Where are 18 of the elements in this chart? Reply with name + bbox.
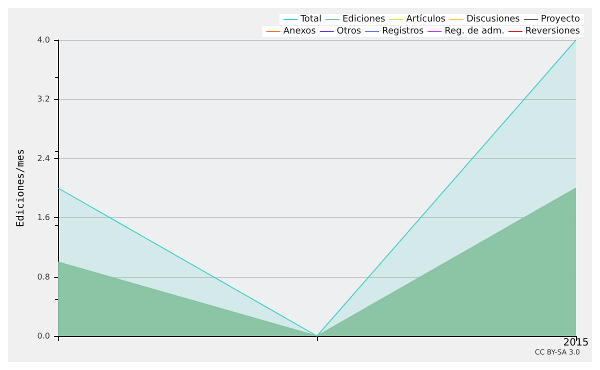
legend-label: Proyecto	[540, 14, 580, 24]
legend-label: Anexos	[283, 26, 316, 36]
y-axis-title: Ediciones/mes	[16, 148, 26, 228]
y-tick-label: 2.4	[37, 154, 50, 163]
y-tick-label: 4.0	[37, 36, 50, 44]
legend-label: Reg. de adm.	[444, 26, 504, 36]
legend-label: Registros	[382, 26, 424, 36]
legend-label: Artículos	[406, 14, 446, 24]
legend-label: Otros	[336, 26, 362, 36]
legend-label: Total	[299, 14, 322, 24]
x-tick-label: 2015	[563, 338, 589, 348]
y-tick-label: 0.0	[37, 332, 50, 340]
y-tick-label: 3.2	[37, 94, 50, 104]
y-tick-label: 1.6	[37, 213, 50, 222]
y-tick-label: 0.8	[37, 272, 50, 282]
legend-label: Discusiones	[466, 14, 520, 24]
legend-label: Reversiones	[525, 26, 580, 36]
legend-label: Ediciones	[342, 14, 386, 24]
